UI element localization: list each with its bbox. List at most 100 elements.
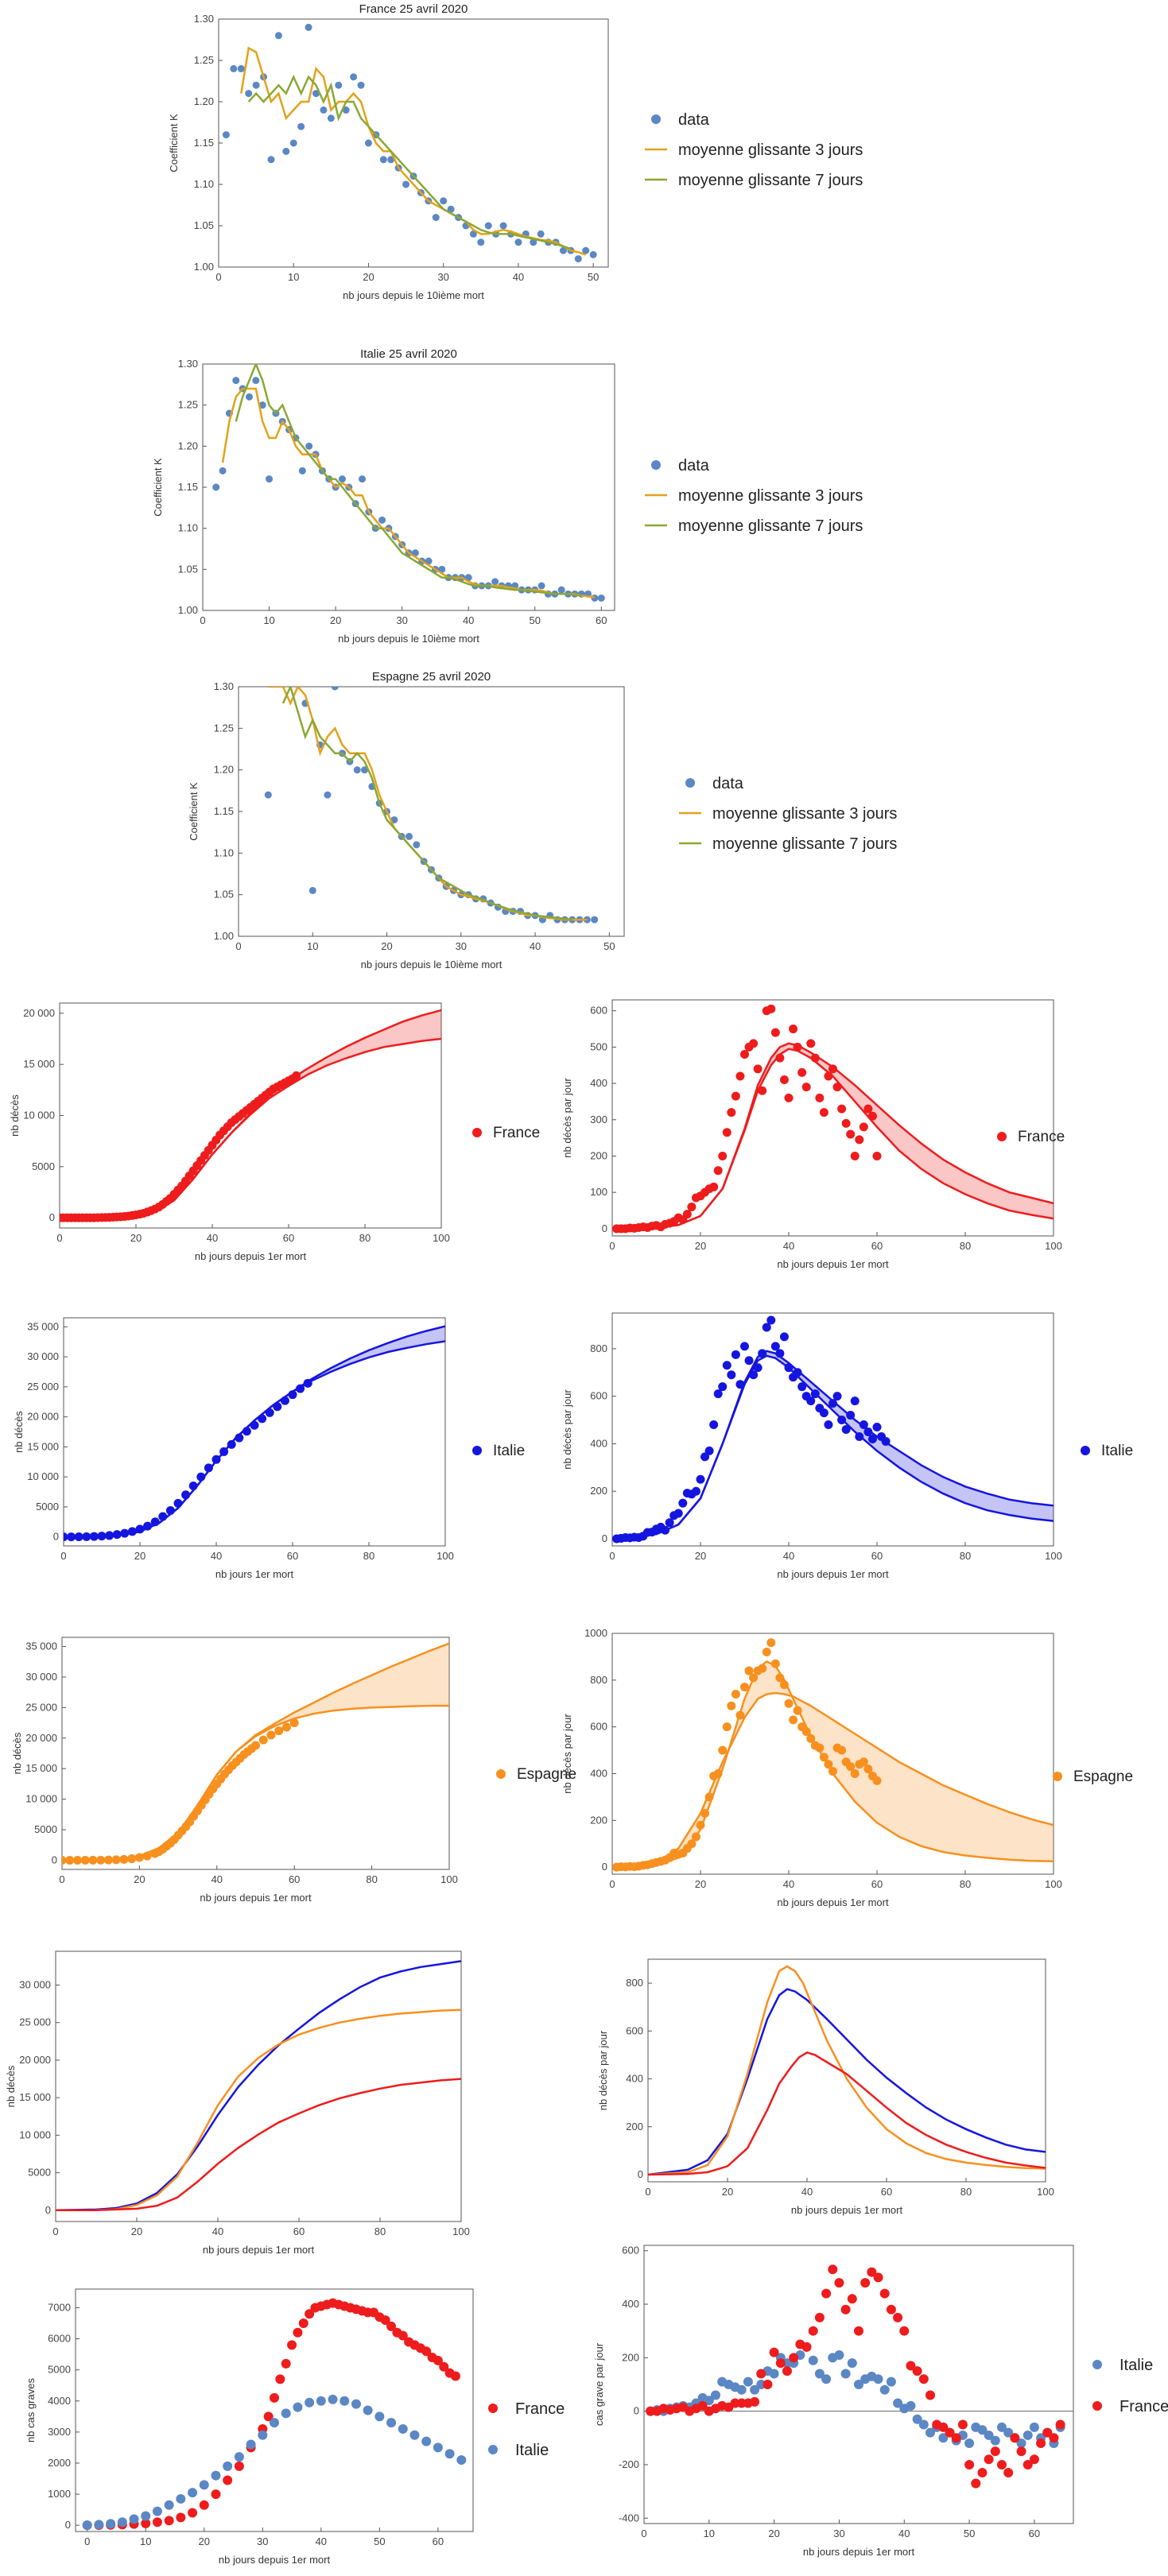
legend-label: Espagne [517,1766,576,1783]
data-point [425,557,433,565]
x-tick-label: 0 [609,1878,615,1890]
data-point [722,1361,731,1370]
data-point [977,2425,988,2435]
data-point [181,1490,191,1500]
y-tick-label: 1.25 [178,399,198,411]
data-point [735,1071,745,1081]
data-point [338,475,346,483]
data-point [444,2449,455,2459]
x-tick-label: 30 [257,2535,268,2547]
data-point [274,1726,284,1736]
y-tick-label: 35 000 [25,1641,57,1652]
x-tick-label: 10 [288,271,299,283]
data-point [188,1481,198,1490]
x-axis-label: nb jours depuis 1er mort [777,1258,889,1270]
data-point [105,1531,114,1540]
data-point [766,1315,776,1325]
data-point [814,2312,825,2322]
data-point [270,2418,279,2428]
data-point [411,549,419,557]
data-point [749,1370,759,1380]
data-point [258,2430,268,2440]
data-point [735,1380,745,1389]
data-point [775,1673,785,1683]
y-tick-label: 30 000 [19,1979,51,1991]
y-tick-label: 1.30 [194,13,214,25]
legend-label: France [515,2400,565,2418]
data-point [727,1108,736,1118]
data-point [819,1753,828,1762]
data-point [832,1083,842,1092]
data-point [293,2402,303,2412]
data-point [832,1392,842,1401]
x-tick-label: 0 [56,1232,62,1244]
data-point [589,250,597,258]
data-point [274,32,282,40]
y-tick-label: 0 [45,2204,51,2216]
data-point [421,2346,432,2357]
data-point [196,1472,206,1482]
moving-average-line [247,74,572,250]
chart-panel-1: 0 10 20 30 40 50 1.00 1.05 1.10 1.15 1.20 1.25 1.30 F… [168,2,863,301]
plot-area [62,1642,449,1865]
data-point [744,1356,754,1365]
y-tick-label: 600 [622,2245,639,2256]
x-tick-label: 100 [437,1550,454,1562]
data-point [296,1384,305,1393]
legend-label: Italie [515,2442,549,2459]
data-point [380,2315,390,2326]
x-tick-label: 40 [801,2186,813,2198]
y-tick-label: 3000 [48,2426,71,2438]
data-point [906,2400,916,2411]
plot-frame [202,363,615,611]
y-tick-label: 600 [590,1390,607,1402]
y-tick-label: 400 [590,1077,607,1089]
data-point [106,2519,116,2529]
data-point [464,574,472,582]
data-point [288,1390,297,1400]
x-tick-label: 60 [871,1550,883,1562]
data-point [152,2506,162,2516]
data-point [364,139,372,147]
data-point [273,1402,282,1412]
y-tick-label: 400 [590,1768,607,1780]
chart-panel-4: 0 20 40 60 80 100 0 5000 10 000 15 000 20 000 nb jo… [9,1002,540,1262]
data-point [264,791,272,799]
data-point [245,90,253,98]
data-point [94,2520,104,2530]
x-tick-label: 60 [289,1873,300,1885]
x-tick-label: 30 [456,940,467,952]
y-tick-label: 0 [49,1211,55,1223]
data-point [432,214,440,222]
x-tick-label: 0 [609,1550,615,1562]
x-axis-label: nb jours depuis 1er mort [791,2204,903,2216]
series-line [648,2051,1046,2176]
data-point [756,2369,766,2379]
data-point [762,1323,771,1332]
data-point [447,205,455,213]
data-point [237,64,245,72]
x-tick-label: 0 [84,2535,90,2547]
x-tick-label: 80 [363,1550,374,1562]
data-point [957,2419,968,2430]
data-point [750,2396,760,2407]
y-tick-label: 1.00 [194,261,214,273]
data-point [421,2436,432,2446]
data-point [359,475,367,483]
x-tick-label: 100 [433,1232,450,1244]
data-point [731,1091,740,1101]
y-tick-label: 30 000 [25,1671,57,1683]
data-point [374,2411,385,2422]
chart-panel-5: 0 20 40 60 80 100 0 100 200 300 400 500 600 nb jours … [561,999,1065,1270]
plot-area [56,1960,461,2212]
legend-marker [685,778,695,788]
y-axis-label: Coefficient K [188,782,200,841]
x-tick-label: 40 [211,1550,222,1562]
data-point [164,2500,174,2510]
data-point [696,1474,705,1484]
data-point [918,2419,929,2430]
x-tick-label: 40 [783,1550,794,1562]
data-point [740,1683,749,1692]
data-point [129,2514,139,2524]
legend-label: data [678,111,710,129]
